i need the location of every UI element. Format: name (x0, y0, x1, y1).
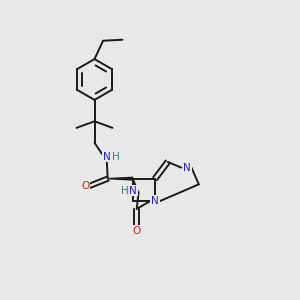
Text: N: N (129, 186, 137, 196)
Text: O: O (81, 181, 89, 191)
Text: O: O (133, 226, 141, 236)
Text: H: H (121, 186, 129, 196)
Text: H: H (112, 152, 120, 162)
Text: N: N (151, 196, 159, 206)
Polygon shape (108, 177, 133, 180)
Text: N: N (103, 152, 111, 162)
Text: N: N (183, 163, 191, 172)
